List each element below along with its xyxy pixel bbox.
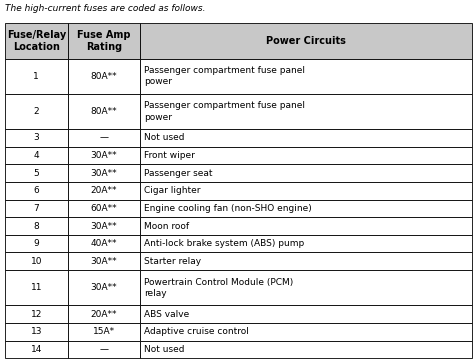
Text: —: —: [100, 345, 109, 354]
Text: 14: 14: [30, 345, 42, 354]
Text: —: —: [100, 134, 109, 143]
Text: 10: 10: [30, 257, 42, 266]
Text: 30A**: 30A**: [91, 169, 117, 178]
Text: Starter relay: Starter relay: [144, 257, 201, 266]
Text: 11: 11: [30, 283, 42, 292]
Text: 30A**: 30A**: [91, 283, 117, 292]
Text: 3: 3: [33, 134, 39, 143]
Text: Moon roof: Moon roof: [144, 221, 189, 230]
Text: 6: 6: [33, 186, 39, 195]
Text: 30A**: 30A**: [91, 151, 117, 160]
Text: Not used: Not used: [144, 134, 184, 143]
Text: 8: 8: [33, 221, 39, 230]
Text: 30A**: 30A**: [91, 257, 117, 266]
Text: Fuse/Relay
Location: Fuse/Relay Location: [7, 30, 66, 52]
Text: 9: 9: [33, 239, 39, 248]
Text: Adaptive cruise control: Adaptive cruise control: [144, 327, 249, 336]
Text: Cigar lighter: Cigar lighter: [144, 186, 201, 195]
Text: 1: 1: [33, 72, 39, 81]
Text: Passenger compartment fuse panel
power: Passenger compartment fuse panel power: [144, 102, 305, 122]
Text: 2: 2: [34, 107, 39, 116]
Text: 4: 4: [34, 151, 39, 160]
Text: Fuse Amp
Rating: Fuse Amp Rating: [77, 30, 131, 52]
Text: 20A**: 20A**: [91, 186, 117, 195]
Text: Power Circuits: Power Circuits: [266, 36, 346, 46]
Text: ABS valve: ABS valve: [144, 310, 189, 319]
Text: 7: 7: [33, 204, 39, 213]
Text: 40A**: 40A**: [91, 239, 117, 248]
Text: Passenger compartment fuse panel
power: Passenger compartment fuse panel power: [144, 66, 305, 86]
Text: 20A**: 20A**: [91, 310, 117, 319]
Text: The high-current fuses are coded as follows.: The high-current fuses are coded as foll…: [5, 4, 205, 13]
Text: 60A**: 60A**: [91, 204, 117, 213]
Text: 15A*: 15A*: [93, 327, 115, 336]
Text: Not used: Not used: [144, 345, 184, 354]
Text: 30A**: 30A**: [91, 221, 117, 230]
Text: 80A**: 80A**: [91, 72, 117, 81]
Text: Powertrain Control Module (PCM)
relay: Powertrain Control Module (PCM) relay: [144, 278, 293, 298]
Text: Passenger seat: Passenger seat: [144, 169, 212, 178]
Text: Anti-lock brake system (ABS) pump: Anti-lock brake system (ABS) pump: [144, 239, 304, 248]
Text: 13: 13: [30, 327, 42, 336]
Text: 5: 5: [33, 169, 39, 178]
Text: 80A**: 80A**: [91, 107, 117, 116]
Text: Front wiper: Front wiper: [144, 151, 195, 160]
Text: Engine cooling fan (non-SHO engine): Engine cooling fan (non-SHO engine): [144, 204, 312, 213]
Text: 12: 12: [30, 310, 42, 319]
